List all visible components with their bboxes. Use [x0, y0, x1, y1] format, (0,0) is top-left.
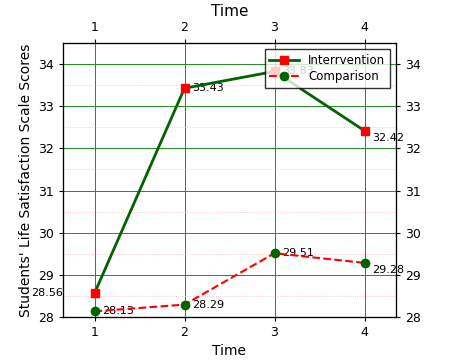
Line: Interrvention: Interrvention [90, 67, 369, 297]
X-axis label: Time: Time [212, 345, 247, 359]
Text: 28.29: 28.29 [192, 300, 224, 310]
Text: 28.13: 28.13 [102, 306, 134, 316]
Text: 28.56: 28.56 [31, 288, 63, 298]
Text: 29.28: 29.28 [372, 265, 404, 275]
Comparison [92, 309, 97, 314]
Comparison [362, 261, 367, 265]
Comparison [272, 251, 277, 255]
Interrvention [182, 86, 187, 90]
Text: 33.83: 33.83 [282, 66, 314, 76]
Legend: Interrvention, Comparison: Interrvention, Comparison [265, 49, 390, 88]
X-axis label: Time: Time [211, 4, 248, 19]
Interrvention [362, 129, 367, 133]
Interrvention [92, 291, 97, 296]
Y-axis label: Students' Life Satisfaction Scale Scores: Students' Life Satisfaction Scale Scores [18, 43, 32, 317]
Interrvention [272, 69, 277, 73]
Text: 33.43: 33.43 [192, 83, 224, 93]
Comparison [182, 302, 187, 307]
Text: 32.42: 32.42 [372, 133, 404, 143]
Text: 29.51: 29.51 [282, 248, 314, 258]
Line: Comparison: Comparison [90, 249, 369, 315]
